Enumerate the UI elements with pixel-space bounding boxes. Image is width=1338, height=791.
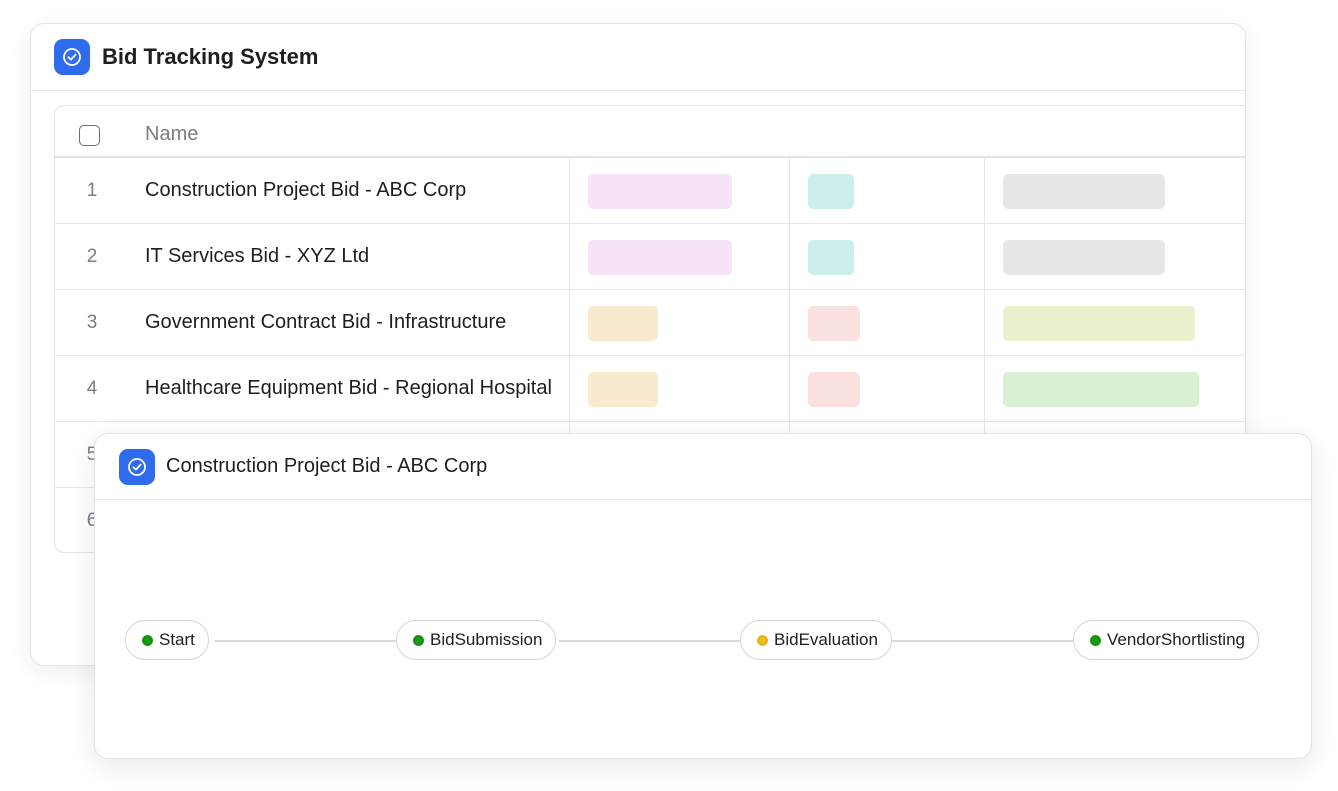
select-all-checkbox[interactable] <box>79 125 100 146</box>
table-row[interactable]: 4 Healthcare Equipment Bid - Regional Ho… <box>55 356 1245 422</box>
table-header: Name <box>55 106 1245 158</box>
column-divider <box>789 156 790 552</box>
bid-name[interactable]: Government Contract Bid - Infrastructure <box>145 311 507 333</box>
bid-name[interactable]: IT Services Bid - XYZ Ltd <box>145 245 370 267</box>
workflow-node-bidevaluation[interactable]: BidEvaluation <box>740 620 892 660</box>
status-dot <box>413 634 424 646</box>
tag-placeholder <box>1003 240 1165 275</box>
table-row[interactable]: 1 Construction Project Bid - ABC Corp <box>55 158 1245 224</box>
workflow-edge <box>559 640 741 642</box>
bid-name[interactable]: Healthcare Equipment Bid - Regional Hosp… <box>145 377 552 399</box>
detail-title: Construction Project Bid - ABC Corp <box>166 455 488 477</box>
workflow-edge <box>891 640 1073 642</box>
check-circle-icon <box>119 448 155 485</box>
bid-detail-window: Construction Project Bid - ABC Corp Star… <box>94 433 1312 759</box>
node-label: VendorShortlisting <box>1107 630 1245 649</box>
tag-placeholder <box>588 240 732 275</box>
status-dot <box>1090 634 1101 646</box>
tag-placeholder <box>588 306 658 341</box>
tag-placeholder <box>808 174 854 209</box>
node-label: BidSubmission <box>430 630 543 649</box>
bid-name[interactable]: Construction Project Bid - ABC Corp <box>145 179 467 201</box>
node-label: BidEvaluation <box>774 630 878 649</box>
tag-placeholder <box>808 306 860 341</box>
window-header: Bid Tracking System <box>31 24 1245 91</box>
row-number: 1 <box>86 180 98 201</box>
tag-placeholder <box>1003 372 1199 407</box>
row-number: 4 <box>86 378 98 399</box>
workflow-node-vendorshortlisting[interactable]: VendorShortlisting <box>1073 620 1259 660</box>
workflow-diagram: Start BidSubmission BidEvaluation Vendor… <box>95 500 1311 758</box>
row-number: 6 <box>86 510 98 531</box>
row-number: 3 <box>86 312 98 333</box>
tag-placeholder <box>808 240 854 275</box>
tag-placeholder <box>1003 306 1195 341</box>
node-label: Start <box>159 630 195 649</box>
status-dot <box>142 634 153 646</box>
check-circle-icon <box>54 39 90 75</box>
row-number: 2 <box>86 246 98 267</box>
row-number: 5 <box>86 444 98 465</box>
column-divider <box>569 156 570 552</box>
workflow-node-bidsubmission[interactable]: BidSubmission <box>396 620 557 660</box>
workflow-node-start[interactable]: Start <box>125 620 209 660</box>
tag-placeholder <box>588 372 658 407</box>
workflow-edge <box>215 640 497 642</box>
table-row[interactable]: 3 Government Contract Bid - Infrastructu… <box>55 290 1245 356</box>
status-dot <box>757 634 768 646</box>
detail-header: Construction Project Bid - ABC Corp <box>95 434 1311 500</box>
tag-placeholder <box>808 372 860 407</box>
table-row[interactable]: 2 IT Services Bid - XYZ Ltd <box>55 224 1245 290</box>
column-divider <box>984 156 985 552</box>
table-row[interactable]: 6 <box>55 488 1245 552</box>
tag-placeholder <box>1003 174 1165 209</box>
tag-placeholder <box>588 174 732 209</box>
window-title: Bid Tracking System <box>102 44 319 69</box>
column-header-name[interactable]: Name <box>145 123 199 145</box>
